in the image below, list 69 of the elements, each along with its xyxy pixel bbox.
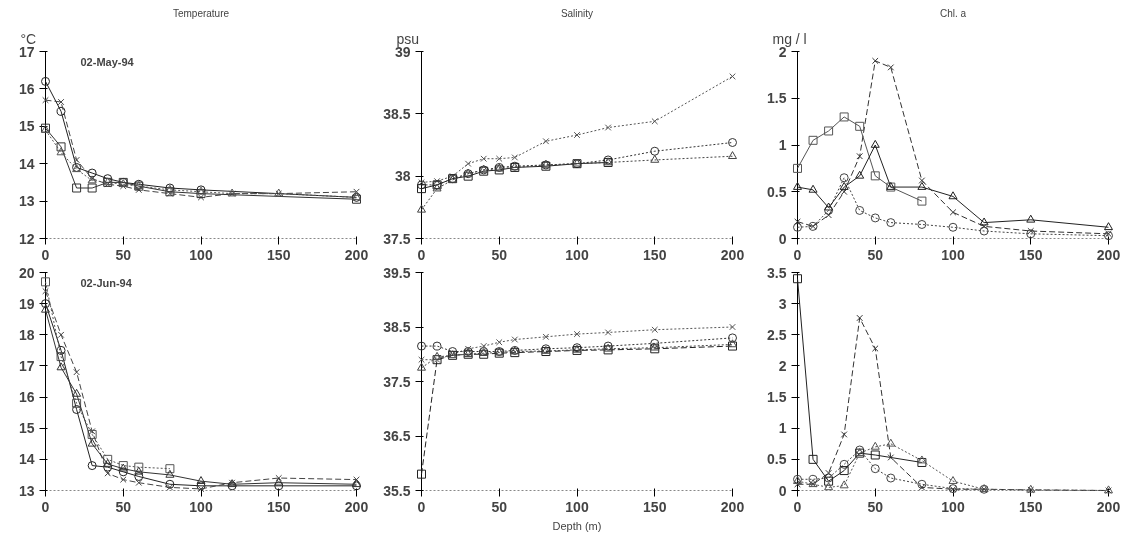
- x-tick-label: 0: [417, 246, 426, 263]
- y-tick-label: 14: [18, 155, 35, 172]
- x-tick-label: 150: [1019, 498, 1043, 515]
- x-tick-label: 50: [867, 498, 884, 515]
- x-tick-label: 100: [189, 246, 213, 263]
- y-tick-label: 2.5: [767, 326, 787, 343]
- x-tick-label: 0: [793, 246, 802, 263]
- x-tick-label: 0: [41, 246, 50, 263]
- x-tick-label: 0: [793, 498, 802, 515]
- y-tick-label: 38: [394, 168, 411, 185]
- y-tick-label: 1.5: [767, 90, 787, 107]
- x-tick-label: 0: [417, 498, 426, 515]
- x-axis-title: Depth (m): [552, 519, 602, 532]
- y-tick-label: 19: [18, 295, 35, 312]
- chart-title: Temperature: [172, 7, 230, 19]
- x-tick-label: 50: [491, 246, 508, 263]
- y-tick-label: 16: [18, 80, 35, 97]
- x-tick-label: 0: [41, 498, 50, 515]
- y-tick-label: 3: [778, 295, 787, 312]
- x-tick-label: 100: [941, 498, 965, 515]
- annotation: 02-May-94: [80, 55, 135, 68]
- x-tick-label: 100: [941, 246, 965, 263]
- y-tick-label: 16: [18, 389, 35, 406]
- x-tick-label: 50: [115, 498, 132, 515]
- y-tick-label: 39.5: [383, 264, 411, 281]
- x-tick-label: 50: [867, 246, 884, 263]
- x-tick-label: 200: [720, 498, 745, 515]
- x-tick-label: 200: [1096, 246, 1121, 263]
- y-tick-label: 37.5: [383, 373, 411, 390]
- chart-title: Chl. a: [939, 7, 967, 19]
- y-tick-label: 20: [18, 264, 35, 281]
- x-tick-label: 150: [1019, 246, 1043, 263]
- x-tick-label: 100: [565, 246, 589, 263]
- y-tick-label: 1: [778, 420, 787, 437]
- x-tick-label: 50: [491, 498, 508, 515]
- y-tick-label: 3.5: [767, 264, 787, 281]
- y-tick-label: 2: [778, 357, 787, 374]
- y-tick-label: 14: [18, 451, 35, 468]
- x-tick-label: 200: [344, 246, 369, 263]
- annotation: 02-Jun-94: [80, 276, 133, 289]
- chart-title: Salinity: [560, 7, 594, 19]
- y-tick-label: 0: [778, 482, 787, 499]
- x-tick-label: 150: [643, 498, 667, 515]
- x-tick-label: 200: [720, 246, 745, 263]
- x-tick-label: 100: [189, 498, 213, 515]
- y-tick-label: 1: [778, 137, 787, 153]
- x-tick-label: 150: [643, 246, 667, 263]
- x-tick-label: 100: [565, 498, 589, 515]
- x-tick-label: 150: [267, 246, 291, 263]
- y-tick-label: 15: [18, 420, 35, 437]
- y-tick-label: 13: [18, 193, 35, 210]
- y-tick-label: 12: [18, 230, 35, 247]
- y-tick-label: 36.5: [383, 428, 411, 444]
- x-tick-label: 200: [344, 498, 369, 515]
- y-tick-label: 18: [18, 326, 35, 343]
- y-tick-label: 1.5: [767, 389, 787, 406]
- y-tick-label: 37.5: [383, 230, 411, 247]
- y-tick-label: 0.5: [767, 183, 787, 200]
- x-tick-label: 150: [267, 498, 291, 515]
- y-tick-label: 38.5: [383, 319, 411, 335]
- y-tick-label: 35.5: [383, 482, 411, 499]
- y-tick-label: 38.5: [383, 105, 411, 122]
- y-tick-label: 0: [778, 230, 787, 247]
- x-tick-label: 200: [1096, 498, 1121, 515]
- y-tick-label: 15: [18, 118, 35, 135]
- y-tick-label: 17: [18, 357, 35, 374]
- y-tick-label: 0.5: [767, 451, 787, 468]
- x-tick-label: 50: [115, 246, 132, 263]
- y-tick-label: 13: [18, 482, 35, 499]
